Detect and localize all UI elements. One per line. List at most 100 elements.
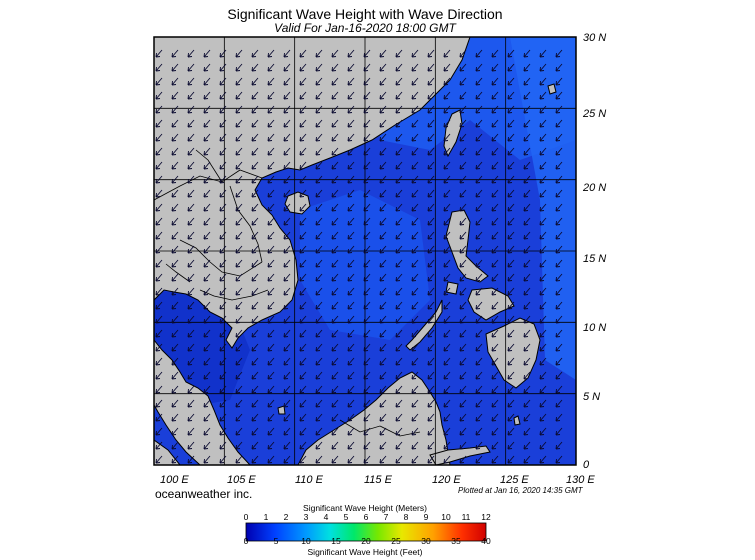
wave-arrow: [475, 147, 483, 156]
country-border: [339, 419, 421, 437]
wave-arrow: [187, 77, 195, 86]
wave-arrow: [379, 287, 387, 296]
wave-arrow: [347, 161, 355, 170]
wave-arrow: [427, 49, 435, 58]
wave-arrow: [155, 147, 163, 156]
wave-arrow: [539, 455, 547, 464]
wave-arrow: [187, 427, 195, 436]
colorbar-meter-tick: 6: [363, 512, 369, 522]
wave-arrow: [475, 161, 483, 170]
lat-label: 15 N: [583, 253, 607, 265]
wave-arrow: [283, 63, 291, 72]
wave-arrow: [411, 273, 419, 282]
wave-arrow: [539, 259, 547, 268]
wave-arrow: [155, 105, 163, 114]
wave-arrow: [363, 315, 371, 324]
wave-arrow: [411, 427, 419, 436]
lon-label: 120 E: [432, 474, 461, 486]
wave-arrow: [299, 91, 307, 100]
wave-arrow: [427, 441, 435, 450]
map-frame: [153, 36, 577, 466]
wave-arrow: [491, 357, 499, 366]
wave-arrow: [475, 217, 483, 226]
wave-arrow: [523, 203, 531, 212]
wave-arrow: [459, 217, 467, 226]
wave-arrow: [299, 273, 307, 282]
lon-label: 130 E: [566, 474, 595, 486]
wave-arrow: [315, 133, 323, 142]
wave-arrow: [219, 245, 227, 254]
wave-arrow: [459, 371, 467, 380]
wave-arrow: [363, 175, 371, 184]
wave-arrow: [219, 357, 227, 366]
wave-arrow: [187, 413, 195, 422]
wave-arrow: [395, 217, 403, 226]
wave-arrow: [443, 357, 451, 366]
wave-arrow: [235, 245, 243, 254]
wave-arrow: [507, 77, 515, 86]
wave-arrow: [283, 175, 291, 184]
wave-arrow: [203, 231, 211, 240]
wave-arrow: [363, 245, 371, 254]
wave-arrow: [219, 217, 227, 226]
wave-arrow: [379, 371, 387, 380]
wave-arrow: [491, 455, 499, 464]
wave-arrow: [283, 119, 291, 128]
wave-arrow: [443, 413, 451, 422]
wave-arrow: [411, 301, 419, 310]
wave-arrow: [411, 119, 419, 128]
wave-arrow: [523, 427, 531, 436]
wave-arrow: [235, 399, 243, 408]
wave-arrow: [267, 189, 275, 198]
wave-arrow: [299, 371, 307, 380]
wave-arrow: [539, 147, 547, 156]
wave-arrow: [315, 119, 323, 128]
wave-arrow: [331, 203, 339, 212]
wave-arrow: [395, 231, 403, 240]
wave-arrow: [395, 287, 403, 296]
wave-arrow: [187, 343, 195, 352]
wave-arrow: [251, 91, 259, 100]
wave-arrow: [251, 287, 259, 296]
wave-arrow: [491, 287, 499, 296]
wave-arrow: [507, 245, 515, 254]
land-mainland: [154, 37, 471, 349]
wave-arrow: [379, 245, 387, 254]
wave-arrow: [331, 63, 339, 72]
wave-arrow: [475, 231, 483, 240]
wave-arrow: [555, 119, 563, 128]
wave-arrow: [523, 273, 531, 282]
wave-arrow: [283, 217, 291, 226]
wave-arrow: [427, 147, 435, 156]
wave-arrow: [555, 455, 563, 464]
wave-arrow: [363, 63, 371, 72]
wave-arrow: [427, 259, 435, 268]
wave-arrow: [203, 161, 211, 170]
wave-arrow: [507, 259, 515, 268]
wave-arrow: [347, 189, 355, 198]
wave-arrow: [315, 189, 323, 198]
wave-arrow: [555, 91, 563, 100]
wave-arrow: [267, 287, 275, 296]
wave-arrow: [507, 119, 515, 128]
wave-arrow: [283, 273, 291, 282]
wave-arrow: [411, 371, 419, 380]
wave-arrow: [411, 441, 419, 450]
wave-arrow: [507, 63, 515, 72]
wave-arrow: [331, 217, 339, 226]
wave-arrow: [315, 441, 323, 450]
wave-arrow: [411, 245, 419, 254]
wave-arrow: [443, 133, 451, 142]
wave-arrow: [171, 287, 179, 296]
lon-label: 105 E: [227, 474, 256, 486]
country-border: [165, 263, 191, 283]
wave-arrow: [443, 385, 451, 394]
wave-arrow: [539, 399, 547, 408]
wave-arrow: [363, 189, 371, 198]
wave-arrow: [507, 217, 515, 226]
wave-arrow: [395, 119, 403, 128]
wave-arrow: [555, 175, 563, 184]
wave-arrow: [363, 105, 371, 114]
wave-arrow: [475, 441, 483, 450]
